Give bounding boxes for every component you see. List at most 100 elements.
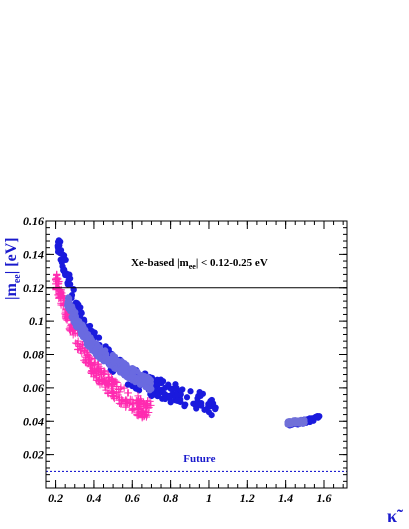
data-point xyxy=(301,417,308,424)
data-point xyxy=(59,251,66,258)
annot-pre: Xe-based |m xyxy=(131,257,189,269)
data-point xyxy=(316,413,323,420)
data-point xyxy=(113,378,121,387)
x-tick-label: 1.4 xyxy=(278,491,293,505)
data-point xyxy=(83,348,91,357)
data-point xyxy=(110,392,118,401)
data-point xyxy=(73,323,80,330)
data-point xyxy=(183,394,191,401)
y-tick-label: 0.16 xyxy=(23,214,44,228)
axis-ticks xyxy=(45,220,347,488)
x-tick-label: 0.4 xyxy=(86,491,101,505)
data-point xyxy=(105,374,113,382)
data-point xyxy=(67,275,74,282)
data-point xyxy=(136,387,143,394)
data-point xyxy=(96,353,104,361)
data-point xyxy=(142,400,151,408)
data-point xyxy=(108,391,116,400)
data-point xyxy=(137,408,145,416)
y-tick-label: 0.14 xyxy=(23,247,44,261)
data-point xyxy=(58,291,66,300)
data-point xyxy=(62,310,70,319)
data-point xyxy=(174,397,181,405)
data-point xyxy=(79,334,87,341)
data-point xyxy=(104,358,111,365)
x-tick-label: 1 xyxy=(206,491,212,505)
data-point xyxy=(95,378,103,386)
data-point xyxy=(112,365,119,372)
data-point xyxy=(181,403,188,410)
data-point xyxy=(78,349,86,357)
x-tick-label: 0.8 xyxy=(163,491,178,505)
data-point xyxy=(137,397,145,406)
data-point xyxy=(122,403,130,411)
x-tick-label: 0.6 xyxy=(125,491,140,505)
data-point xyxy=(130,365,137,372)
data-point xyxy=(162,384,169,391)
data-point xyxy=(212,406,219,413)
data-point xyxy=(104,381,113,389)
data-point xyxy=(104,389,112,398)
future-annotation: Future xyxy=(183,453,215,465)
data-point xyxy=(77,341,85,349)
y-tick-label: 0.04 xyxy=(23,414,44,428)
data-point xyxy=(54,242,61,249)
data-point xyxy=(141,401,149,409)
data-point xyxy=(69,326,77,334)
data-point xyxy=(173,384,180,392)
data-point xyxy=(141,400,149,408)
y-tick-label: 0.06 xyxy=(23,381,44,395)
data-point xyxy=(117,366,124,373)
x-axis-label: κ̃ xyxy=(387,506,403,526)
data-point xyxy=(133,375,140,382)
data-point xyxy=(143,411,151,419)
data-points xyxy=(52,237,323,429)
series-2 xyxy=(64,294,155,394)
data-point xyxy=(135,402,144,410)
data-point xyxy=(133,411,141,419)
data-point xyxy=(291,417,298,424)
data-point xyxy=(96,379,104,388)
data-point xyxy=(195,401,202,408)
data-point xyxy=(177,391,184,398)
data-point xyxy=(123,399,132,407)
data-point xyxy=(53,270,61,278)
data-point xyxy=(138,412,146,421)
data-point xyxy=(109,387,117,395)
x-tick-label: 0.2 xyxy=(48,491,63,505)
data-point xyxy=(74,337,82,345)
data-point xyxy=(124,381,131,388)
data-point xyxy=(80,323,87,331)
series-4 xyxy=(284,416,308,428)
y-tick-label: 0.1 xyxy=(29,314,44,328)
data-point xyxy=(187,388,194,395)
data-point xyxy=(155,391,162,398)
data-point xyxy=(104,370,112,378)
data-point xyxy=(98,347,105,354)
data-point xyxy=(310,414,318,422)
data-point xyxy=(74,316,81,324)
x-tick-label: 1.6 xyxy=(316,491,331,505)
data-point xyxy=(95,334,102,341)
x-tick-label: 1.2 xyxy=(240,491,255,505)
data-point xyxy=(141,377,148,384)
data-point xyxy=(94,367,103,376)
y-tick-label: 0.12 xyxy=(23,281,44,295)
y-axis-label: |mee| [eV] xyxy=(3,237,23,300)
data-point xyxy=(147,401,155,410)
data-point xyxy=(118,396,126,404)
data-point xyxy=(92,372,100,380)
data-point xyxy=(104,389,112,397)
data-point xyxy=(120,384,128,392)
data-point xyxy=(162,395,169,403)
data-point xyxy=(55,277,63,285)
data-point xyxy=(55,237,62,244)
data-point xyxy=(158,379,165,387)
data-point xyxy=(138,371,146,379)
data-point xyxy=(196,388,203,396)
reference-lines xyxy=(46,287,347,472)
data-point xyxy=(67,281,74,288)
data-point xyxy=(205,401,212,408)
data-point xyxy=(124,389,132,397)
